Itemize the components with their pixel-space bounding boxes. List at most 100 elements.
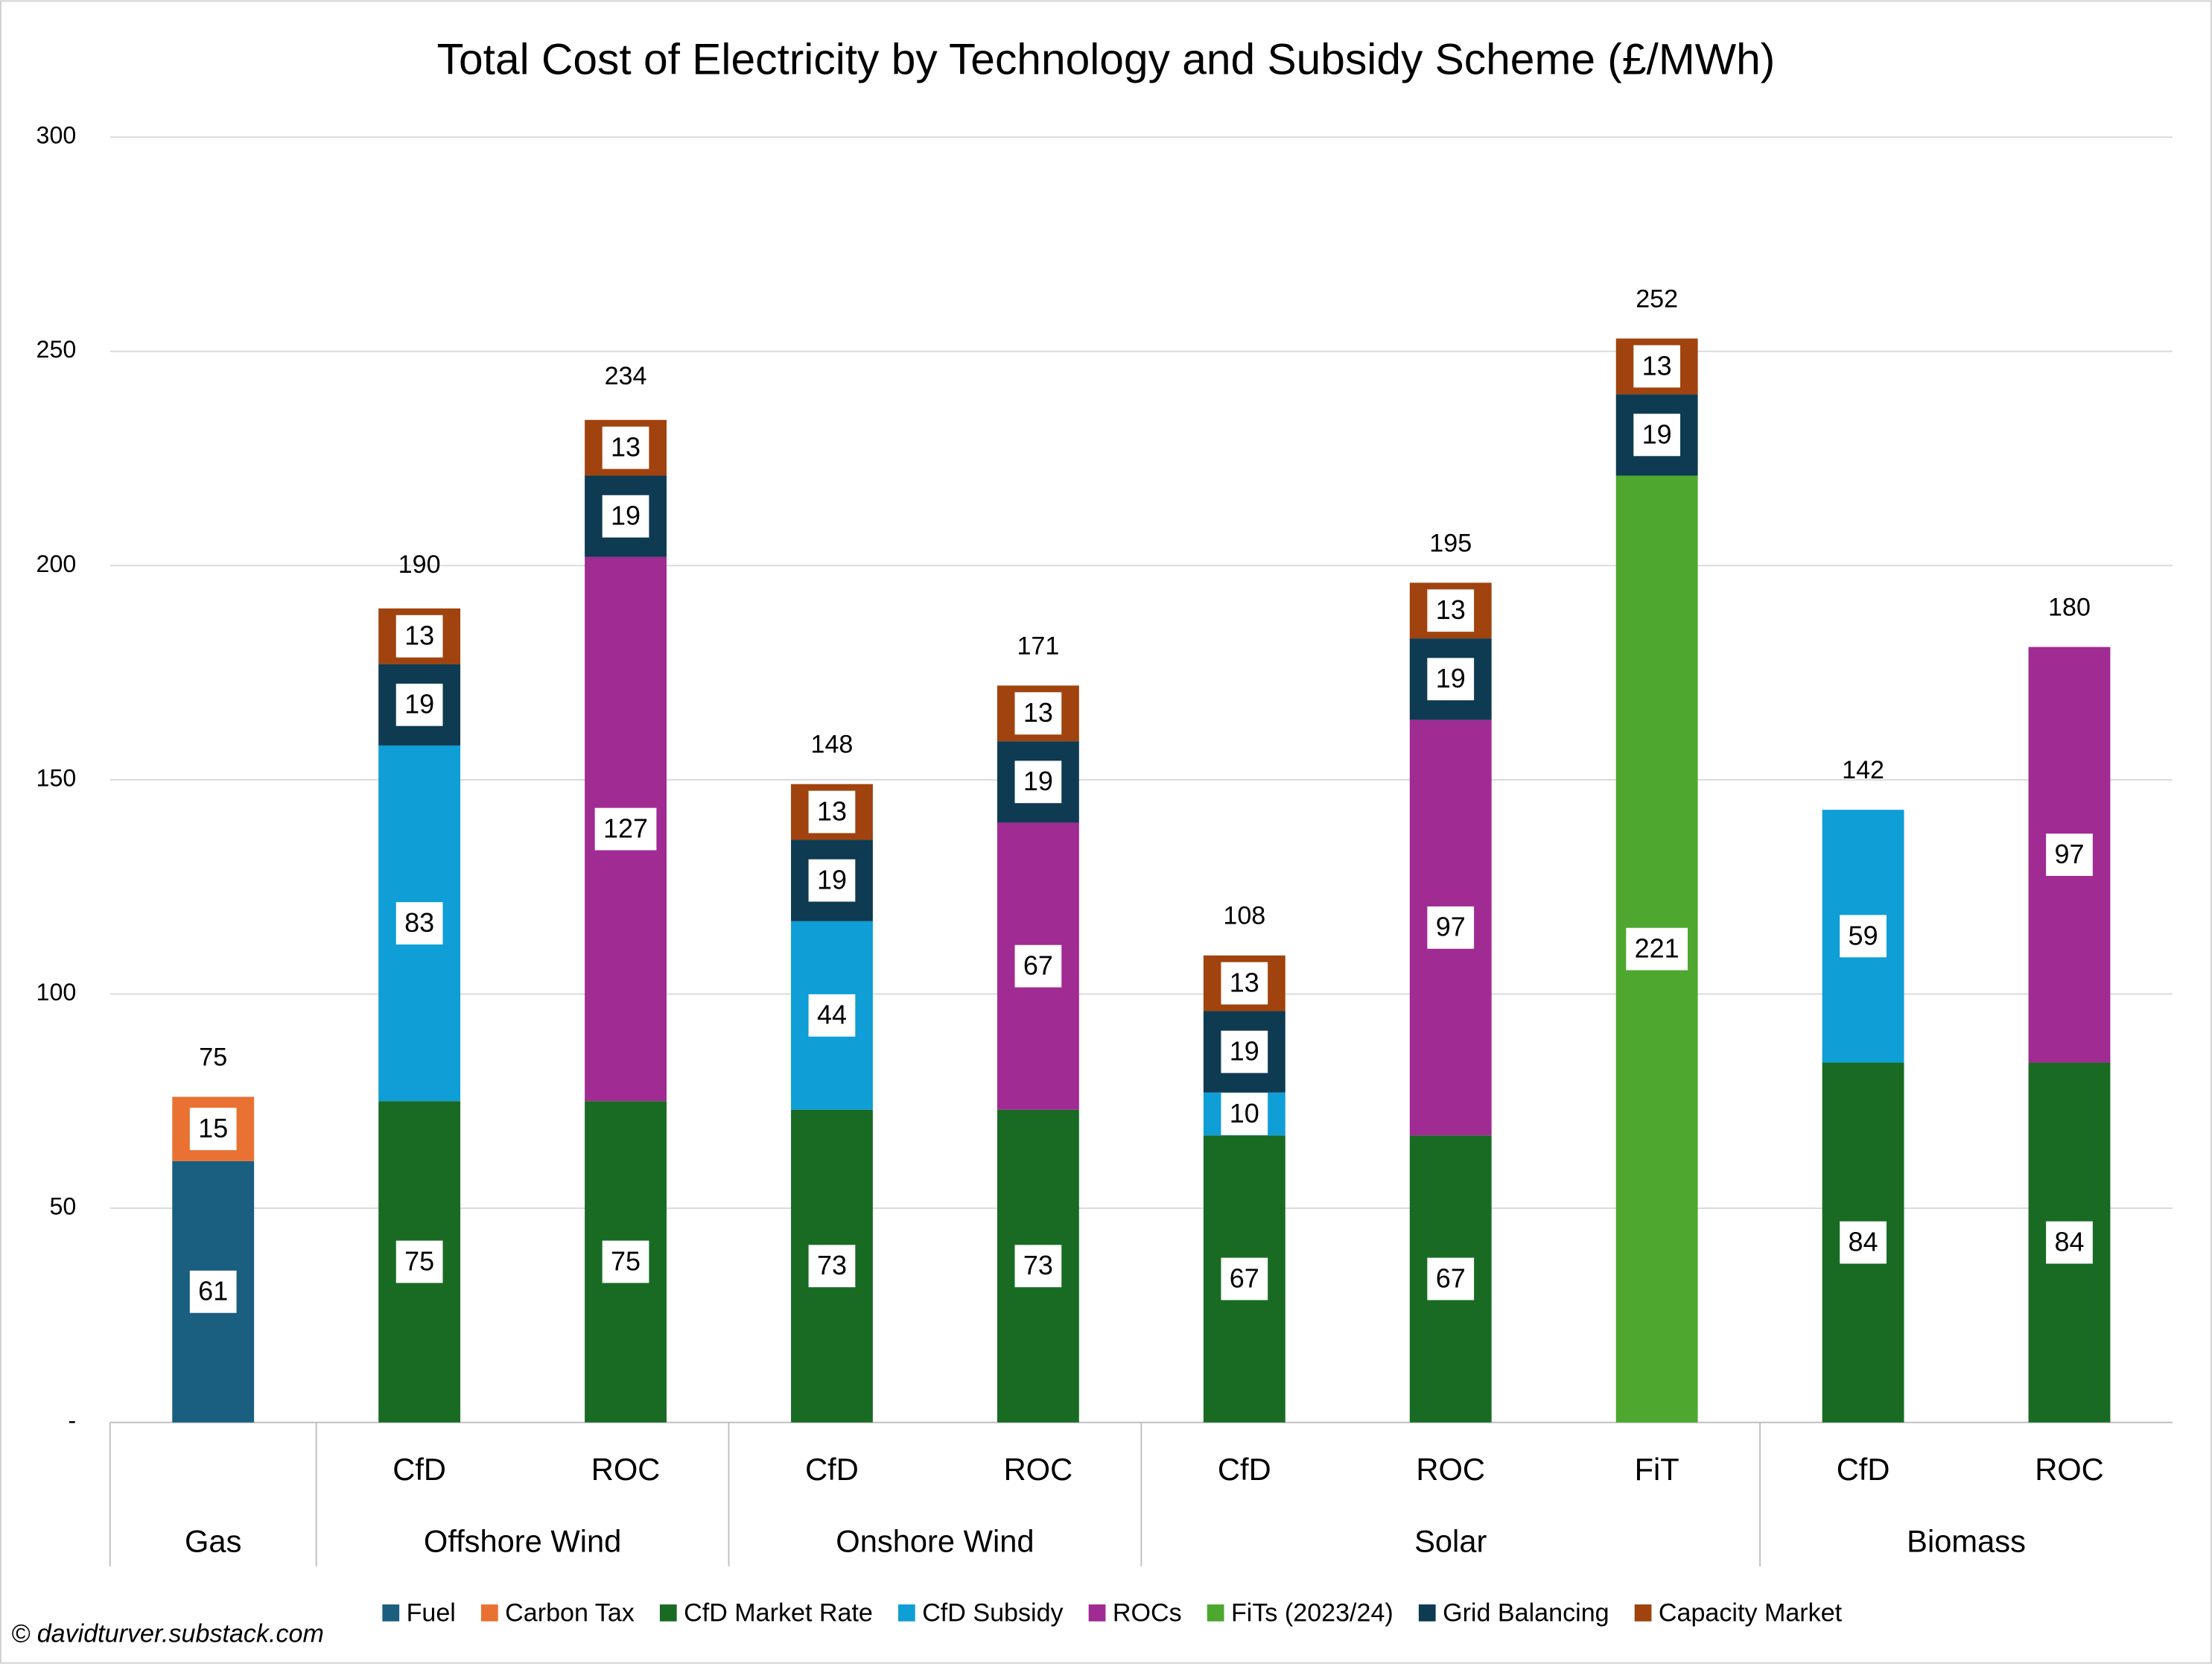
value-label-box [1014,760,1062,804]
value-label-box [1633,345,1681,388]
legend-label: Grid Balancing [1443,1598,1609,1627]
value-label-box [395,1240,443,1283]
value-label: 73 [817,1250,847,1280]
value-label: 13 [1023,697,1053,728]
value-label: 84 [1849,1227,1878,1257]
total-label: 234 [605,362,647,390]
legend-swatch [1418,1604,1436,1622]
value-label: 10 [1230,1098,1259,1128]
value-label-box [395,902,443,945]
x-tick-label: CfD [1218,1452,1271,1487]
legend-swatch [480,1604,498,1622]
x-tick-label: ROC [1416,1452,1485,1487]
value-label-box [1427,906,1475,949]
value-label: 19 [404,689,434,720]
x-tick-label: FiT [1635,1452,1679,1487]
total-label: 108 [1223,902,1265,930]
value-label: 59 [1849,920,1878,950]
value-label: 19 [1436,663,1466,693]
x-tick-label: CfD [1837,1452,1890,1487]
legend-label: CfD Market Rate [684,1598,873,1627]
value-label-box [189,1108,237,1151]
group-label: Offshore Wind [424,1524,621,1559]
value-label-box [1427,589,1475,632]
group-label: Solar [1414,1524,1487,1559]
legend-swatch [1634,1604,1652,1622]
chart-title: Total Cost of Electricity by Technology … [437,35,1776,83]
legend-label: CfD Subsidy [922,1598,1063,1627]
x-tick-label: ROC [1004,1452,1073,1487]
x-tick-label: CfD [805,1452,859,1487]
y-tick-label: 150 [36,764,77,791]
value-label: 19 [611,501,641,531]
value-label-box [395,683,443,726]
value-label-box [1427,658,1475,701]
value-label: 44 [817,1000,847,1030]
value-label: 83 [404,907,434,938]
total-label: 171 [1017,632,1059,660]
value-label: 73 [1023,1250,1053,1280]
group-label: Onshore Wind [836,1524,1034,1559]
value-label-box [1840,915,1887,958]
value-label-box [1014,692,1062,735]
value-label: 13 [1230,968,1259,998]
value-label: 67 [1023,950,1053,981]
value-label: 84 [2054,1227,2084,1257]
value-label-box [1221,1257,1268,1301]
legend-label: FiTs (2023/24) [1231,1598,1393,1627]
value-label-box [808,1245,856,1288]
value-label: 19 [1230,1036,1259,1067]
legend-label: Carbon Tax [505,1598,635,1627]
x-tick-label: ROC [591,1452,661,1487]
value-label: 97 [2054,839,2084,869]
value-label-box [1840,1221,1887,1264]
value-label: 19 [1023,766,1053,796]
value-label: 19 [817,864,847,895]
total-label: 195 [1429,529,1472,557]
value-label-box [1221,1030,1268,1073]
value-label-box [602,1240,649,1283]
value-label-box [2046,833,2093,876]
value-label-box [1626,927,1688,971]
value-label: 127 [603,813,648,843]
total-label: 252 [1636,285,1678,313]
total-label: 180 [2048,594,2091,622]
value-label-box [808,994,856,1037]
legend-swatch [1207,1604,1224,1622]
y-tick-label: - [69,1407,77,1434]
value-label-box [1427,1257,1475,1301]
value-label: 97 [1436,912,1466,942]
legend-label: ROCs [1113,1598,1182,1627]
y-tick-label: 300 [36,122,77,149]
legend-swatch [659,1604,677,1622]
value-label: 67 [1230,1263,1259,1293]
total-label: 190 [398,550,441,579]
value-label: 19 [1642,419,1672,449]
legend-label: Capacity Market [1659,1598,1843,1627]
group-label: Biomass [1907,1524,2026,1559]
value-label-box [1014,944,1062,988]
value-label: 221 [1635,933,1679,964]
value-label-box [808,859,856,902]
value-label-box [189,1270,237,1313]
value-label: 15 [198,1113,228,1143]
value-label-box [808,790,856,833]
x-tick-label: CfD [392,1452,446,1487]
value-label: 13 [1436,594,1466,625]
value-label: 13 [1642,350,1672,381]
total-label: 148 [811,731,854,759]
value-label: 75 [404,1245,434,1276]
y-tick-label: 200 [36,550,77,577]
footnote: © davidturver.substack.com [11,1620,324,1648]
value-label: 75 [611,1245,641,1276]
value-label: 13 [611,432,641,463]
x-tick-label: ROC [2035,1452,2104,1487]
legend: Fuel Carbon Tax CfD Market Rate CfD Subsidy… [382,1598,1843,1627]
group-label: Gas [185,1524,241,1559]
legend-swatch [1088,1604,1106,1622]
y-tick-label: 100 [36,979,77,1006]
y-tick-label: 50 [49,1193,76,1220]
value-label-box [602,426,649,469]
y-tick-label: 250 [36,336,77,363]
